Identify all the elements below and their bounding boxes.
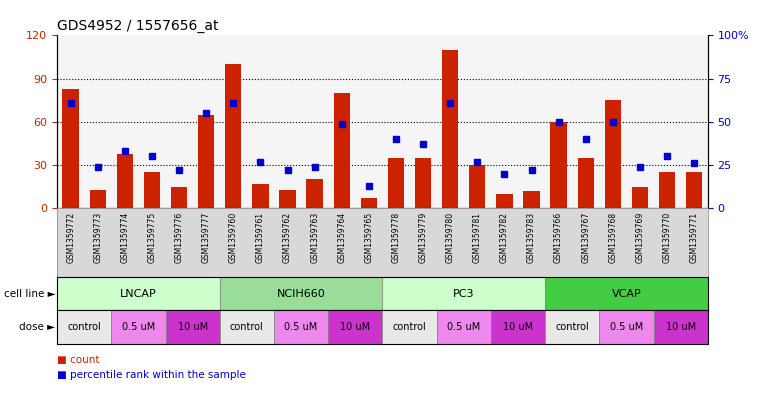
Bar — [225, 64, 241, 208]
Text: cell line ►: cell line ► — [4, 289, 56, 299]
Bar — [578, 158, 594, 208]
Bar — [328, 310, 382, 344]
Bar — [605, 100, 621, 208]
Bar — [686, 172, 702, 208]
Text: GSM1359773: GSM1359773 — [94, 212, 102, 263]
Bar — [415, 158, 431, 208]
Text: GDS4952 / 1557656_at: GDS4952 / 1557656_at — [57, 19, 218, 33]
Bar — [382, 277, 545, 310]
Bar — [220, 310, 274, 344]
Text: control: control — [67, 322, 101, 332]
Text: GSM1359771: GSM1359771 — [689, 212, 699, 263]
Text: control: control — [393, 322, 426, 332]
Text: GSM1359776: GSM1359776 — [174, 212, 183, 263]
Text: GSM1359775: GSM1359775 — [148, 212, 157, 263]
Text: NCIH660: NCIH660 — [277, 289, 326, 299]
Bar — [496, 194, 512, 208]
Bar — [632, 187, 648, 208]
Bar — [165, 310, 220, 344]
Bar — [550, 122, 567, 208]
Text: GSM1359782: GSM1359782 — [500, 212, 509, 263]
Text: GSM1359777: GSM1359777 — [202, 212, 211, 263]
Text: 0.5 uM: 0.5 uM — [447, 322, 480, 332]
Bar — [171, 187, 187, 208]
Text: control: control — [556, 322, 589, 332]
Text: dose ►: dose ► — [20, 322, 56, 332]
Text: control: control — [230, 322, 264, 332]
Text: 10 uM: 10 uM — [177, 322, 208, 332]
Text: GSM1359761: GSM1359761 — [256, 212, 265, 263]
Text: 10 uM: 10 uM — [666, 322, 696, 332]
Text: GSM1359772: GSM1359772 — [66, 212, 75, 263]
Bar — [220, 277, 382, 310]
Text: 0.5 uM: 0.5 uM — [122, 322, 155, 332]
Bar — [382, 310, 437, 344]
Bar — [111, 310, 165, 344]
Bar — [62, 89, 78, 208]
Text: GSM1359769: GSM1359769 — [635, 212, 645, 263]
Bar — [116, 154, 133, 208]
Text: GSM1359768: GSM1359768 — [608, 212, 617, 263]
Text: GSM1359780: GSM1359780 — [446, 212, 454, 263]
Bar — [307, 180, 323, 208]
Bar — [599, 310, 654, 344]
Bar — [198, 115, 215, 208]
Text: 0.5 uM: 0.5 uM — [285, 322, 317, 332]
Bar — [57, 277, 220, 310]
Bar — [279, 189, 295, 208]
Text: 10 uM: 10 uM — [340, 322, 371, 332]
Text: GSM1359781: GSM1359781 — [473, 212, 482, 263]
Text: GSM1359760: GSM1359760 — [229, 212, 237, 263]
Bar — [90, 189, 106, 208]
Text: GSM1359764: GSM1359764 — [337, 212, 346, 263]
Bar — [654, 310, 708, 344]
Bar — [469, 165, 486, 208]
Text: 10 uM: 10 uM — [503, 322, 533, 332]
Text: GSM1359766: GSM1359766 — [554, 212, 563, 263]
Bar — [274, 310, 328, 344]
Bar — [491, 310, 545, 344]
Text: VCAP: VCAP — [612, 289, 642, 299]
Bar — [57, 310, 111, 344]
Text: ■ percentile rank within the sample: ■ percentile rank within the sample — [57, 370, 246, 380]
Text: 0.5 uM: 0.5 uM — [610, 322, 643, 332]
Bar — [333, 93, 350, 208]
Text: GSM1359770: GSM1359770 — [663, 212, 671, 263]
Text: GSM1359762: GSM1359762 — [283, 212, 292, 263]
Text: GSM1359778: GSM1359778 — [391, 212, 400, 263]
Bar — [361, 198, 377, 208]
Bar — [545, 310, 599, 344]
Bar — [524, 191, 540, 208]
Text: GSM1359767: GSM1359767 — [581, 212, 591, 263]
Bar — [252, 184, 269, 208]
Bar — [442, 50, 458, 208]
Text: GSM1359763: GSM1359763 — [310, 212, 319, 263]
Text: GSM1359765: GSM1359765 — [365, 212, 374, 263]
Bar — [545, 277, 708, 310]
Bar — [659, 172, 675, 208]
Text: PC3: PC3 — [453, 289, 475, 299]
Bar — [388, 158, 404, 208]
Text: GSM1359779: GSM1359779 — [419, 212, 428, 263]
Text: GSM1359774: GSM1359774 — [120, 212, 129, 263]
Text: GSM1359783: GSM1359783 — [527, 212, 536, 263]
Text: ■ count: ■ count — [57, 354, 100, 365]
Text: LNCAP: LNCAP — [120, 289, 157, 299]
Bar — [144, 172, 160, 208]
Bar — [437, 310, 491, 344]
